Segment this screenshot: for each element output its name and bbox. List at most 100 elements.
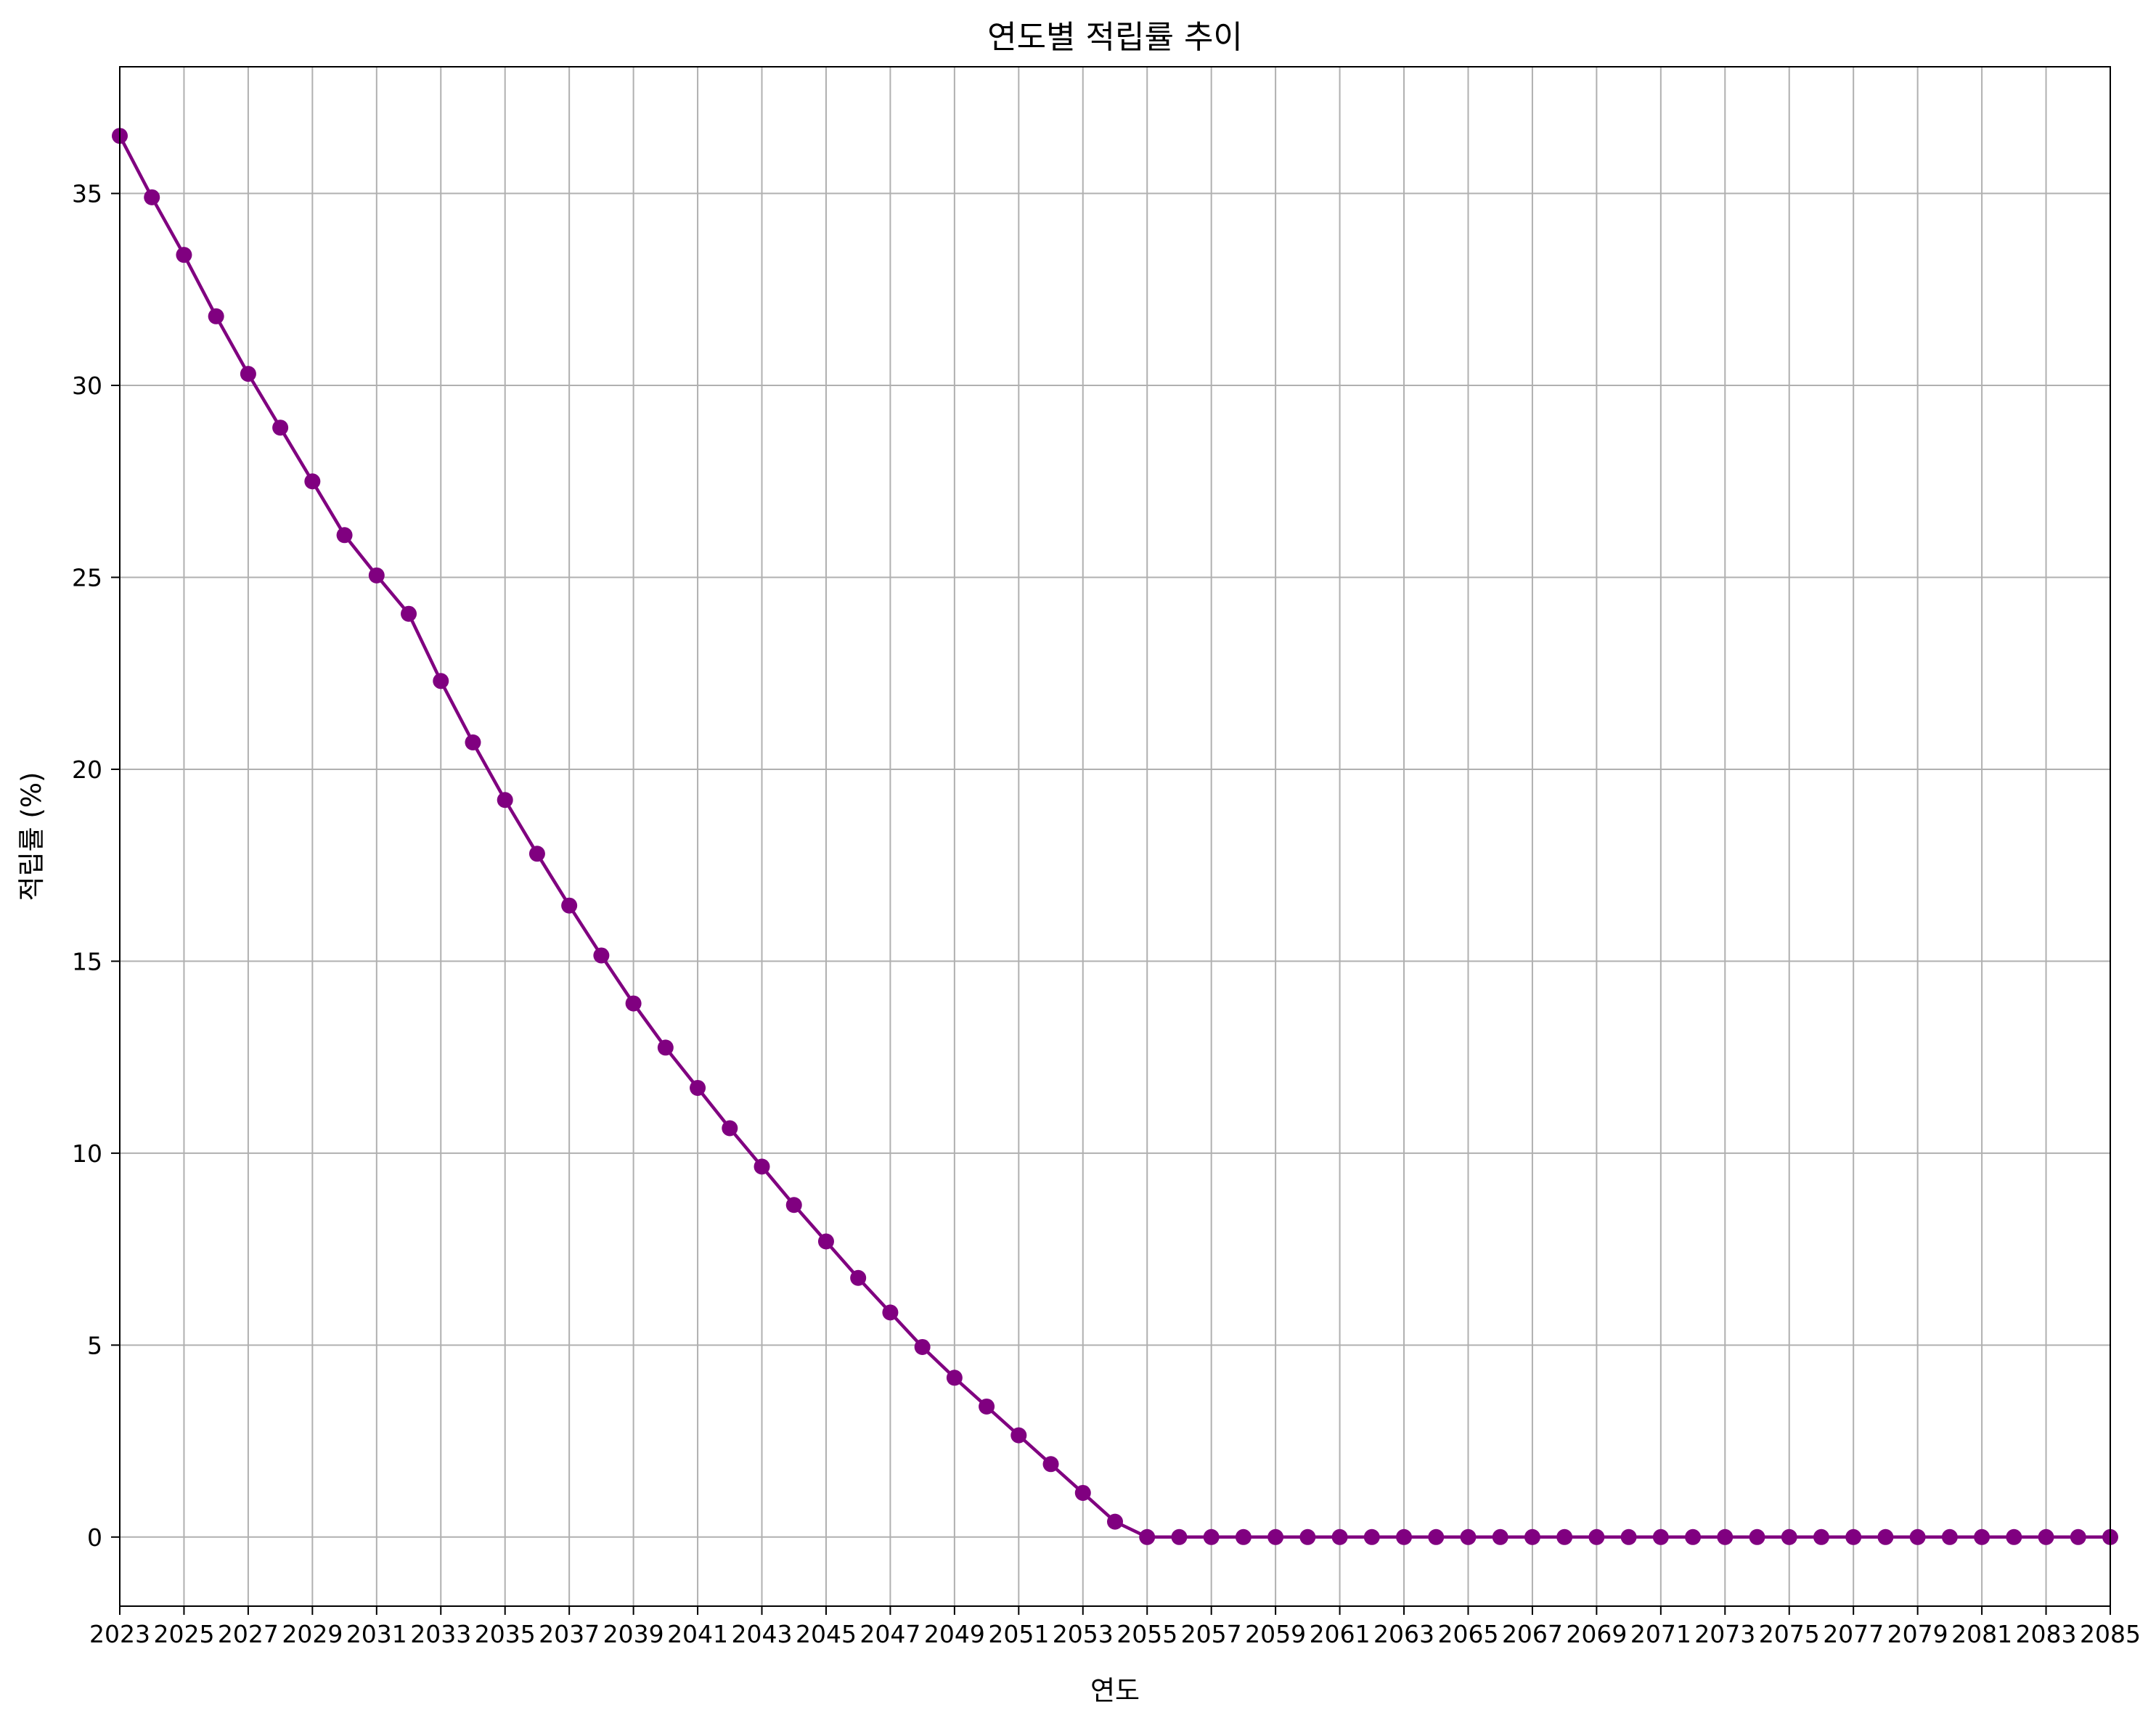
data-point — [1396, 1528, 1413, 1545]
y-tick-label: 5 — [87, 1331, 102, 1359]
data-point — [1524, 1528, 1540, 1545]
data-point — [690, 1079, 706, 1096]
data-point — [1717, 1528, 1734, 1545]
data-point — [2070, 1528, 2086, 1545]
data-point — [1139, 1528, 1156, 1545]
data-point — [979, 1398, 995, 1415]
grid-lines — [119, 67, 2111, 1606]
x-tick-label: 2071 — [1630, 1620, 1691, 1648]
data-point — [1492, 1528, 1508, 1545]
data-point — [1588, 1528, 1605, 1545]
x-tick-label: 2027 — [218, 1620, 279, 1648]
x-tick-label: 2063 — [1373, 1620, 1434, 1648]
data-point — [465, 734, 481, 750]
data-point — [1010, 1427, 1027, 1444]
data-point — [946, 1370, 963, 1386]
data-point — [561, 897, 578, 914]
x-tick-label: 2061 — [1310, 1620, 1371, 1648]
data-point — [785, 1197, 802, 1214]
x-tick-label: 2047 — [859, 1620, 920, 1648]
x-tick-label: 2079 — [1887, 1620, 1948, 1648]
data-point — [272, 420, 289, 436]
y-tick-label: 10 — [72, 1139, 102, 1168]
data-point — [1042, 1456, 1059, 1473]
y-tick-label: 0 — [87, 1523, 102, 1552]
data-point — [817, 1233, 834, 1250]
x-tick-label: 2053 — [1053, 1620, 1114, 1648]
data-point — [528, 846, 545, 862]
x-tick-label: 2023 — [89, 1620, 150, 1648]
x-tick-label: 2045 — [796, 1620, 857, 1648]
series-layer — [112, 128, 2118, 1545]
data-point — [304, 473, 321, 490]
data-point — [1685, 1528, 1702, 1545]
data-point — [1074, 1484, 1091, 1501]
data-point — [1652, 1528, 1669, 1545]
data-point — [368, 567, 385, 584]
y-tick-label: 35 — [72, 180, 102, 208]
data-point — [1974, 1528, 1990, 1545]
x-tick-label: 2055 — [1116, 1620, 1177, 1648]
data-point — [1620, 1528, 1637, 1545]
data-point — [1813, 1528, 1829, 1545]
x-tick-label: 2043 — [732, 1620, 793, 1648]
data-point — [1203, 1528, 1220, 1545]
x-tick-label: 2033 — [410, 1620, 471, 1648]
data-point — [657, 1039, 674, 1056]
x-tick-label: 2073 — [1694, 1620, 1755, 1648]
data-point — [625, 995, 642, 1012]
x-axis: 2023 2025 2027 2029 2031 2033 2035 2037 2039 2041… — [89, 1606, 2141, 1648]
data-point — [754, 1158, 770, 1175]
data-point — [433, 673, 449, 689]
x-tick-label: 2057 — [1181, 1620, 1242, 1648]
plot-frame — [119, 66, 2111, 1607]
data-point — [722, 1120, 738, 1137]
y-tick-label: 20 — [72, 756, 102, 784]
x-tick-label: 2069 — [1566, 1620, 1627, 1648]
data-point — [1556, 1528, 1573, 1545]
data-point — [1299, 1528, 1316, 1545]
x-tick-label: 2051 — [988, 1620, 1049, 1648]
data-point — [208, 308, 224, 324]
data-point — [914, 1338, 931, 1355]
data-point — [1877, 1528, 1894, 1545]
data-point — [593, 947, 610, 964]
data-point — [1171, 1528, 1188, 1545]
data-point — [882, 1304, 899, 1321]
x-tick-label: 2085 — [2080, 1620, 2141, 1648]
data-point — [1909, 1528, 1926, 1545]
data-point — [336, 527, 353, 544]
data-point — [240, 366, 256, 382]
x-tick-label: 2049 — [924, 1620, 985, 1648]
data-point — [1941, 1528, 1958, 1545]
y-tick-label: 15 — [72, 947, 102, 975]
data-point — [2006, 1528, 2022, 1545]
data-point — [176, 247, 192, 263]
x-tick-label: 2065 — [1437, 1620, 1498, 1648]
x-tick-label: 2059 — [1245, 1620, 1306, 1648]
data-point — [1749, 1528, 1765, 1545]
x-tick-label: 2037 — [539, 1620, 600, 1648]
chart-title: 연도별 적립률 추이 — [987, 19, 1243, 56]
data-point — [1235, 1528, 1251, 1545]
data-point — [1267, 1528, 1284, 1545]
data-point — [401, 605, 417, 622]
data-point — [144, 189, 160, 205]
x-tick-label: 2039 — [603, 1620, 664, 1648]
data-point — [1781, 1528, 1797, 1545]
x-tick-label: 2075 — [1759, 1620, 1820, 1648]
y-tick-label: 25 — [72, 563, 102, 592]
x-tick-label: 2029 — [282, 1620, 343, 1648]
y-axis-title: 적립률 (%) — [16, 772, 47, 901]
x-tick-label: 2083 — [2016, 1620, 2077, 1648]
data-point — [1331, 1528, 1348, 1545]
data-point — [1107, 1513, 1123, 1530]
data-point — [1845, 1528, 1862, 1545]
x-axis-title: 연도 — [1090, 1675, 1140, 1706]
y-axis: 0 5 10 15 20 25 30 35 — [72, 180, 120, 1552]
x-tick-label: 2041 — [667, 1620, 728, 1648]
y-tick-label: 30 — [72, 372, 102, 400]
data-point — [1460, 1528, 1477, 1545]
